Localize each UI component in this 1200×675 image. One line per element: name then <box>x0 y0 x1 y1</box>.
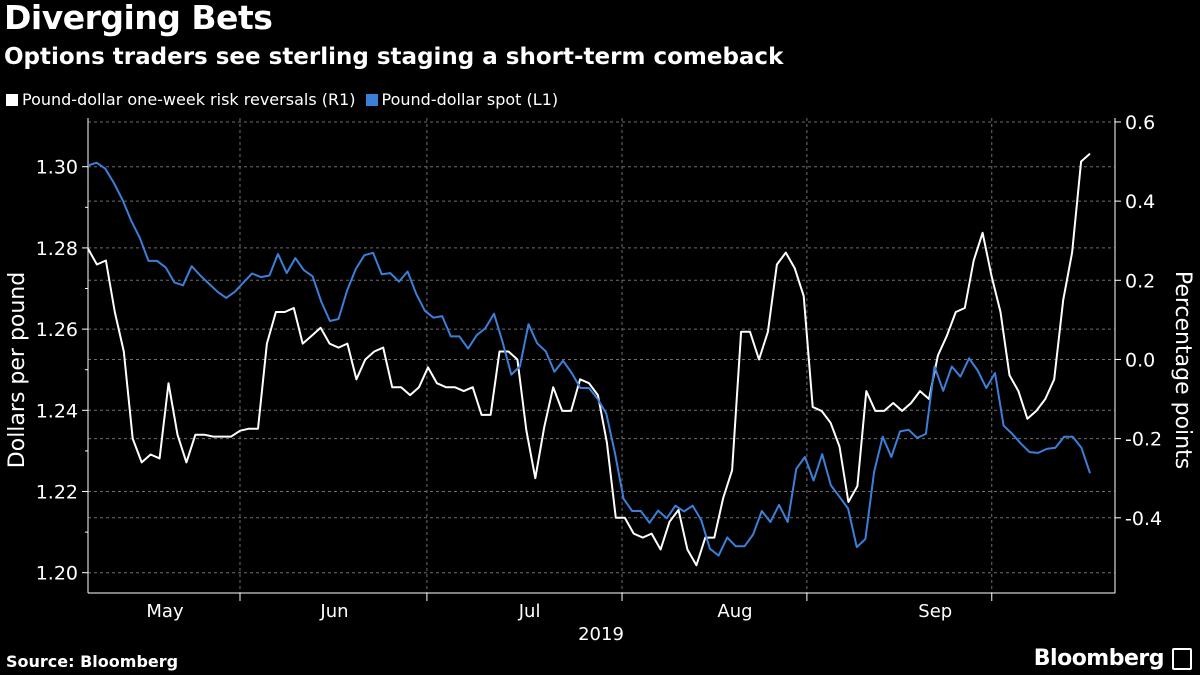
right-tick-label: 0.6 <box>1125 112 1155 134</box>
left-tick-label: 1.26 <box>36 319 78 341</box>
gridlines <box>88 118 1115 593</box>
left-tick-label: 1.24 <box>36 400 78 422</box>
right-tick-label: 0.0 <box>1125 349 1155 371</box>
x-tick-label: Jul <box>518 601 541 622</box>
left-tick-label: 1.28 <box>36 238 78 260</box>
legend-label-risk-reversals: Pound-dollar one-week risk reversals (R1… <box>22 90 356 109</box>
legend-item-risk-reversals: Pound-dollar one-week risk reversals (R1… <box>6 90 356 109</box>
chart-title: Diverging Bets <box>4 0 273 37</box>
right-tick-label: 0.4 <box>1125 191 1155 213</box>
spot-series-line <box>87 161 1091 557</box>
right-tick-label: -0.4 <box>1125 508 1162 530</box>
right-tick-label: -0.2 <box>1125 429 1162 451</box>
chart-subtitle: Options traders see sterling staging a s… <box>4 44 784 70</box>
x-axis-year-label: 2019 <box>578 624 624 645</box>
x-tick-label: Sep <box>918 601 952 622</box>
axes: 1.20 1.22 1.24 1.26 1.28 1.30 -0.4 -0.2 0.0 0.2 0.… <box>36 112 1162 622</box>
x-tick-label: May <box>146 601 184 622</box>
left-tick-label: 1.20 <box>36 563 78 585</box>
left-tick-label: 1.30 <box>36 157 78 179</box>
brand-logo-text: Bloomberg <box>1033 646 1165 671</box>
risk-reversal-series-line <box>87 152 1091 567</box>
right-axis-title: Percentage points <box>1170 271 1195 469</box>
right-tick-label: 0.2 <box>1125 270 1155 292</box>
legend-swatch-blue <box>365 93 378 106</box>
bloomberg-chart-icon <box>1172 648 1192 670</box>
x-tick-label: Jun <box>319 601 348 622</box>
left-axis-title: Dollars per pound <box>5 272 30 468</box>
legend-swatch-white <box>6 93 18 106</box>
legend: Pound-dollar one-week risk reversals (R1… <box>6 90 558 109</box>
series-lines <box>87 152 1091 567</box>
legend-item-spot: Pound-dollar spot (L1) <box>365 90 559 109</box>
left-tick-label: 1.22 <box>36 482 78 504</box>
x-tick-label: Aug <box>717 601 752 622</box>
legend-label-spot: Pound-dollar spot (L1) <box>381 90 559 109</box>
source-note: Source: Bloomberg <box>6 652 179 671</box>
